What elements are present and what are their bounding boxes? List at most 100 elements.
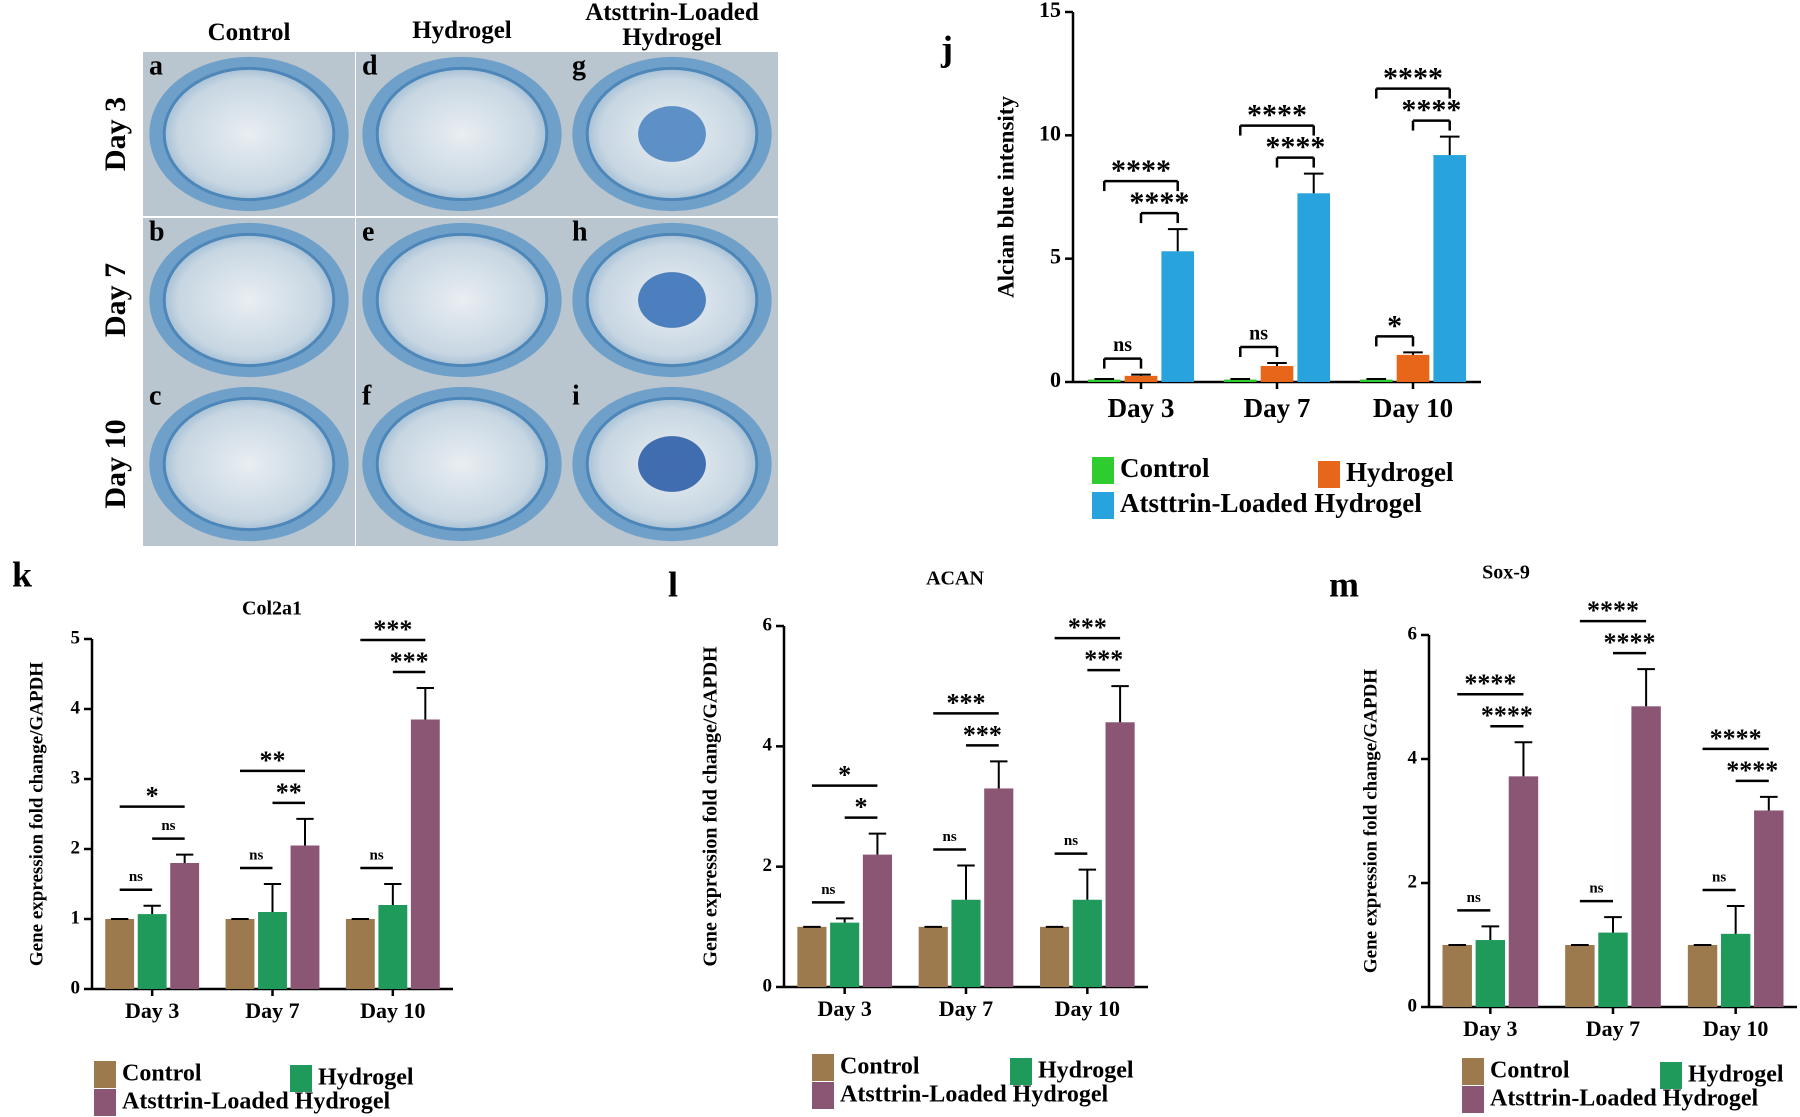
significance-label: * bbox=[855, 793, 868, 822]
bar bbox=[105, 919, 135, 989]
row-label: Day 7 bbox=[99, 263, 132, 337]
significance-label: ns bbox=[129, 869, 143, 885]
stain-spot bbox=[638, 436, 706, 492]
y-tick-label: 6 bbox=[763, 614, 773, 635]
significance-label: * bbox=[1387, 309, 1402, 342]
bar bbox=[1223, 379, 1257, 382]
significance-label: **** bbox=[1604, 628, 1656, 657]
x-tick-label: Day 10 bbox=[360, 998, 425, 1023]
significance-label: **** bbox=[1710, 724, 1762, 753]
bar bbox=[1631, 706, 1661, 1007]
significance-label: ns bbox=[1249, 323, 1268, 345]
significance-label: ns bbox=[369, 847, 383, 863]
legend-swatch bbox=[94, 1089, 116, 1116]
chart-title: Sox-9 bbox=[1482, 562, 1530, 584]
bar bbox=[1105, 722, 1135, 987]
significance-label: * bbox=[146, 782, 159, 811]
legend-swatch bbox=[1660, 1062, 1682, 1089]
bar bbox=[1359, 379, 1393, 382]
panel-letter: j bbox=[940, 28, 953, 68]
bar bbox=[862, 854, 892, 987]
significance-label: ns bbox=[1589, 881, 1603, 897]
bar bbox=[1161, 251, 1195, 382]
y-tick-label: 3 bbox=[71, 767, 81, 788]
y-tick-label: 0 bbox=[1408, 995, 1418, 1016]
legend-label: Hydrogel bbox=[1346, 457, 1454, 487]
x-tick-label: Day 10 bbox=[1703, 1016, 1768, 1041]
significance-label: * bbox=[838, 761, 851, 790]
x-tick-label: Day 10 bbox=[1055, 996, 1120, 1021]
well-inner bbox=[375, 232, 549, 368]
bar bbox=[951, 899, 981, 987]
legend-swatch bbox=[290, 1065, 312, 1092]
well-inner bbox=[375, 396, 549, 532]
chart-panel: k Col2a1 Gene expression fold change/GAPDH… bbox=[12, 554, 453, 1116]
significance-label: ** bbox=[276, 778, 302, 807]
well-inner bbox=[162, 396, 336, 532]
x-tick-label: Day 3 bbox=[1463, 1016, 1517, 1041]
legend-swatch bbox=[1010, 1058, 1032, 1085]
significance-label: ns bbox=[1712, 869, 1726, 885]
bar bbox=[137, 914, 167, 989]
legend-label: Control bbox=[122, 1061, 202, 1087]
bar bbox=[984, 788, 1014, 987]
panel-letter: l bbox=[668, 564, 678, 604]
photo-letter: d bbox=[362, 50, 378, 81]
x-tick-label: Day 7 bbox=[1244, 393, 1311, 423]
significance-label: *** bbox=[1084, 645, 1123, 674]
photo-letter: a bbox=[149, 50, 163, 81]
legend-label: Control bbox=[1490, 1058, 1570, 1084]
chart-panel: l ACAN Gene expression fold change/GAPDH 0 2… bbox=[668, 564, 1148, 1109]
photo-letter: f bbox=[362, 380, 372, 411]
x-tick-label: Day 3 bbox=[817, 996, 871, 1021]
bar bbox=[1475, 940, 1506, 1007]
significance-label: *** bbox=[963, 720, 1002, 749]
legend-label: Control bbox=[1120, 453, 1210, 483]
bar bbox=[1720, 933, 1751, 1007]
panel-letter: k bbox=[12, 554, 32, 594]
legend-swatch bbox=[1092, 457, 1114, 484]
chart-title: ACAN bbox=[926, 568, 984, 590]
bar bbox=[258, 912, 287, 989]
y-tick-label: 0 bbox=[71, 977, 81, 998]
legend-label: Atsttrin-Loaded Hydrogel bbox=[840, 1082, 1109, 1108]
significance-label: ns bbox=[943, 829, 957, 845]
y-tick-label: 10 bbox=[1039, 120, 1061, 145]
bar bbox=[1565, 945, 1595, 1007]
significance-label: **** bbox=[1111, 154, 1171, 187]
significance-label: ns bbox=[1467, 890, 1481, 906]
photo-letter: h bbox=[572, 216, 588, 247]
bar bbox=[830, 922, 860, 987]
chart-panel: j Alcian blue intensity 0 5 10 15 Day 3 Day 7 Da… bbox=[940, 0, 1481, 519]
significance-label: *** bbox=[390, 647, 429, 676]
bar bbox=[1087, 379, 1121, 382]
legend-label: Hydrogel bbox=[1038, 1058, 1134, 1084]
bar bbox=[1260, 365, 1294, 382]
panel-letter: m bbox=[1329, 564, 1359, 604]
bar bbox=[1442, 945, 1472, 1007]
x-tick-label: Day 7 bbox=[245, 998, 299, 1023]
y-tick-label: 15 bbox=[1039, 0, 1061, 22]
legend-label: Control bbox=[840, 1054, 920, 1080]
y-tick-label: 2 bbox=[71, 837, 81, 858]
significance-label: **** bbox=[1383, 61, 1443, 94]
significance-label: *** bbox=[373, 615, 412, 644]
stain-spot bbox=[638, 106, 706, 162]
significance-label: **** bbox=[1587, 596, 1639, 625]
photo-letter: b bbox=[149, 216, 165, 247]
photo-letter: e bbox=[362, 216, 374, 247]
y-axis-label: Alcian blue intensity bbox=[993, 96, 1018, 298]
well-inner bbox=[162, 232, 336, 368]
legend-label: Atsttrin-Loaded Hydrogel bbox=[122, 1089, 391, 1115]
x-tick-label: Day 7 bbox=[939, 996, 993, 1021]
photo-letter: i bbox=[572, 380, 580, 411]
bar bbox=[918, 926, 948, 987]
bar bbox=[1124, 375, 1158, 382]
legend-swatch bbox=[1092, 492, 1114, 519]
bar bbox=[1040, 926, 1070, 987]
y-tick-label: 0 bbox=[763, 975, 773, 996]
legend-swatch bbox=[94, 1061, 116, 1088]
y-tick-label: 4 bbox=[763, 735, 773, 756]
legend-label: Hydrogel bbox=[318, 1065, 414, 1091]
